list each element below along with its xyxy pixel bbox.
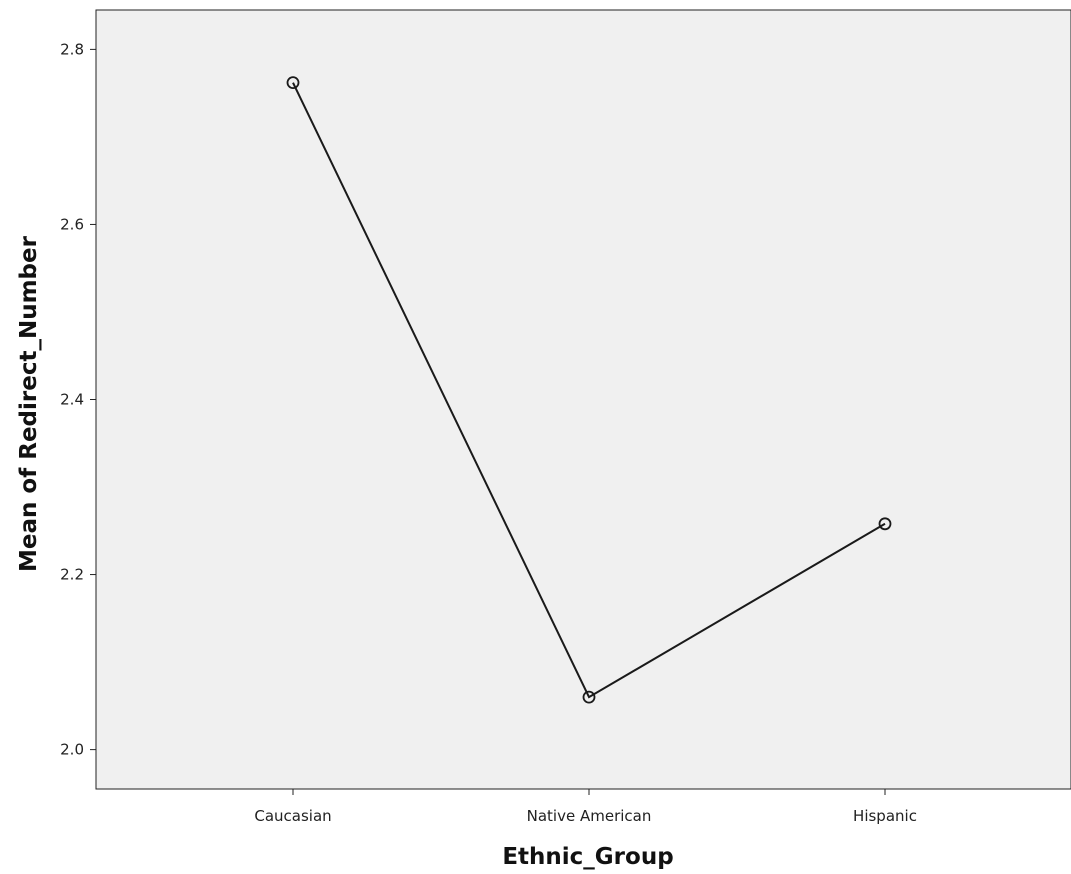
y-axis: 2.0 2.2 2.4 2.6 2.8 [60,40,96,759]
x-tick-label: Caucasian [254,807,331,825]
data-point-marker [582,690,596,704]
y-axis-title: Mean of Redirect_Number [16,235,42,572]
y-tick-label: 2.8 [60,40,84,58]
plot-area [95,9,1071,790]
y-tick-label: 2.0 [60,741,84,759]
x-axis-title: Ethnic_Group [502,844,673,870]
x-tick-label: Hispanic [853,807,917,825]
data-point-marker [878,517,892,531]
x-tick-label: Native American [527,807,652,825]
y-tick-label: 2.4 [60,391,84,409]
data-point-marker [286,76,300,90]
y-tick-label: 2.6 [60,215,84,233]
x-axis: Caucasian Native American Hispanic [254,789,917,825]
y-tick-label: 2.2 [60,566,84,584]
series-line [292,82,886,699]
series-layer [286,76,892,704]
